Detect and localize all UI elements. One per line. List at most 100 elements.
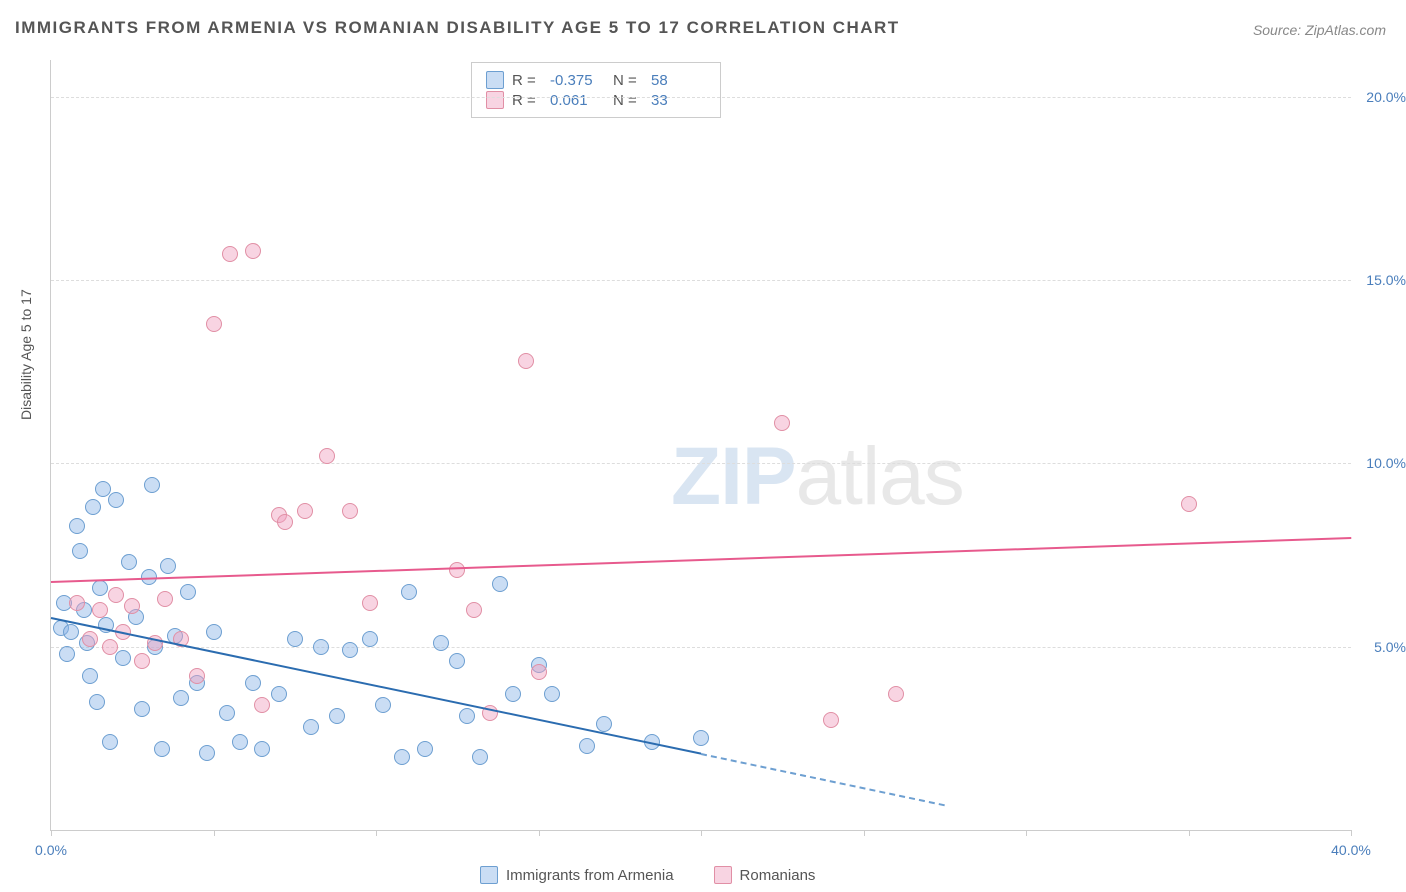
watermark-zip: ZIP — [671, 431, 796, 522]
scatter-point — [287, 631, 303, 647]
n-label-2: N = — [613, 92, 643, 109]
scatter-point — [206, 624, 222, 640]
scatter-point — [173, 690, 189, 706]
scatter-point — [102, 639, 118, 655]
scatter-point — [82, 668, 98, 684]
scatter-point — [433, 635, 449, 651]
scatter-point — [154, 741, 170, 757]
scatter-point — [134, 701, 150, 717]
xtick — [1351, 830, 1352, 836]
scatter-point — [69, 518, 85, 534]
scatter-point — [505, 686, 521, 702]
scatter-point — [544, 686, 560, 702]
scatter-point — [888, 686, 904, 702]
scatter-point — [157, 591, 173, 607]
xtick-label: 0.0% — [35, 842, 67, 858]
scatter-point — [342, 642, 358, 658]
scatter-point — [362, 595, 378, 611]
xtick — [1026, 830, 1027, 836]
swatch-series2 — [486, 91, 504, 109]
n-value-2: 33 — [651, 92, 706, 109]
scatter-point — [232, 734, 248, 750]
scatter-point — [82, 631, 98, 647]
scatter-point — [108, 492, 124, 508]
plot-area: ZIPatlas R = -0.375 N = 58 R = 0.061 N =… — [50, 60, 1351, 831]
watermark: ZIPatlas — [671, 430, 964, 524]
gridline — [51, 280, 1351, 281]
scatter-point — [375, 697, 391, 713]
xtick — [376, 830, 377, 836]
r-label-1: R = — [512, 72, 542, 89]
scatter-point — [254, 697, 270, 713]
watermark-atlas: atlas — [796, 431, 964, 522]
trendline — [701, 753, 945, 806]
scatter-point — [102, 734, 118, 750]
gridline — [51, 647, 1351, 648]
scatter-point — [277, 514, 293, 530]
xtick — [51, 830, 52, 836]
scatter-point — [466, 602, 482, 618]
scatter-point — [271, 686, 287, 702]
scatter-point — [245, 243, 261, 259]
scatter-point — [219, 705, 235, 721]
scatter-point — [180, 584, 196, 600]
scatter-point — [69, 595, 85, 611]
xtick-label: 40.0% — [1331, 842, 1371, 858]
scatter-point — [531, 664, 547, 680]
scatter-point — [693, 730, 709, 746]
scatter-point — [394, 749, 410, 765]
scatter-point — [199, 745, 215, 761]
trendline — [51, 537, 1351, 583]
scatter-point — [245, 675, 261, 691]
scatter-point — [92, 580, 108, 596]
scatter-point — [823, 712, 839, 728]
legend-label-series1: Immigrants from Armenia — [506, 867, 674, 884]
xtick — [1189, 830, 1190, 836]
ytick-label: 5.0% — [1374, 639, 1406, 655]
xtick — [214, 830, 215, 836]
scatter-point — [222, 246, 238, 262]
scatter-point — [401, 584, 417, 600]
scatter-point — [108, 587, 124, 603]
scatter-point — [115, 650, 131, 666]
scatter-point — [342, 503, 358, 519]
scatter-point — [63, 624, 79, 640]
ytick-label: 20.0% — [1366, 89, 1406, 105]
scatter-point — [417, 741, 433, 757]
legend-label-series2: Romanians — [740, 867, 816, 884]
xtick — [701, 830, 702, 836]
gridline — [51, 463, 1351, 464]
scatter-point — [297, 503, 313, 519]
scatter-point — [459, 708, 475, 724]
xtick — [864, 830, 865, 836]
scatter-point — [774, 415, 790, 431]
scatter-point — [189, 668, 205, 684]
scatter-point — [206, 316, 222, 332]
scatter-point — [596, 716, 612, 732]
scatter-point — [59, 646, 75, 662]
scatter-point — [449, 562, 465, 578]
bottom-legend: Immigrants from Armenia Romanians — [480, 866, 815, 884]
legend-swatch-series2 — [714, 866, 732, 884]
r-value-2: 0.061 — [550, 92, 605, 109]
legend-item-series2: Romanians — [714, 866, 816, 884]
scatter-point — [254, 741, 270, 757]
legend-item-series1: Immigrants from Armenia — [480, 866, 674, 884]
scatter-point — [449, 653, 465, 669]
scatter-point — [85, 499, 101, 515]
scatter-point — [92, 602, 108, 618]
swatch-series1 — [486, 71, 504, 89]
chart-title: IMMIGRANTS FROM ARMENIA VS ROMANIAN DISA… — [15, 18, 900, 38]
stats-row-series2: R = 0.061 N = 33 — [486, 91, 706, 109]
ytick-label: 15.0% — [1366, 272, 1406, 288]
scatter-point — [121, 554, 137, 570]
scatter-point — [362, 631, 378, 647]
scatter-point — [134, 653, 150, 669]
scatter-point — [472, 749, 488, 765]
scatter-point — [492, 576, 508, 592]
stats-row-series1: R = -0.375 N = 58 — [486, 71, 706, 89]
scatter-point — [319, 448, 335, 464]
gridline — [51, 97, 1351, 98]
legend-swatch-series1 — [480, 866, 498, 884]
stats-legend-box: R = -0.375 N = 58 R = 0.061 N = 33 — [471, 62, 721, 118]
